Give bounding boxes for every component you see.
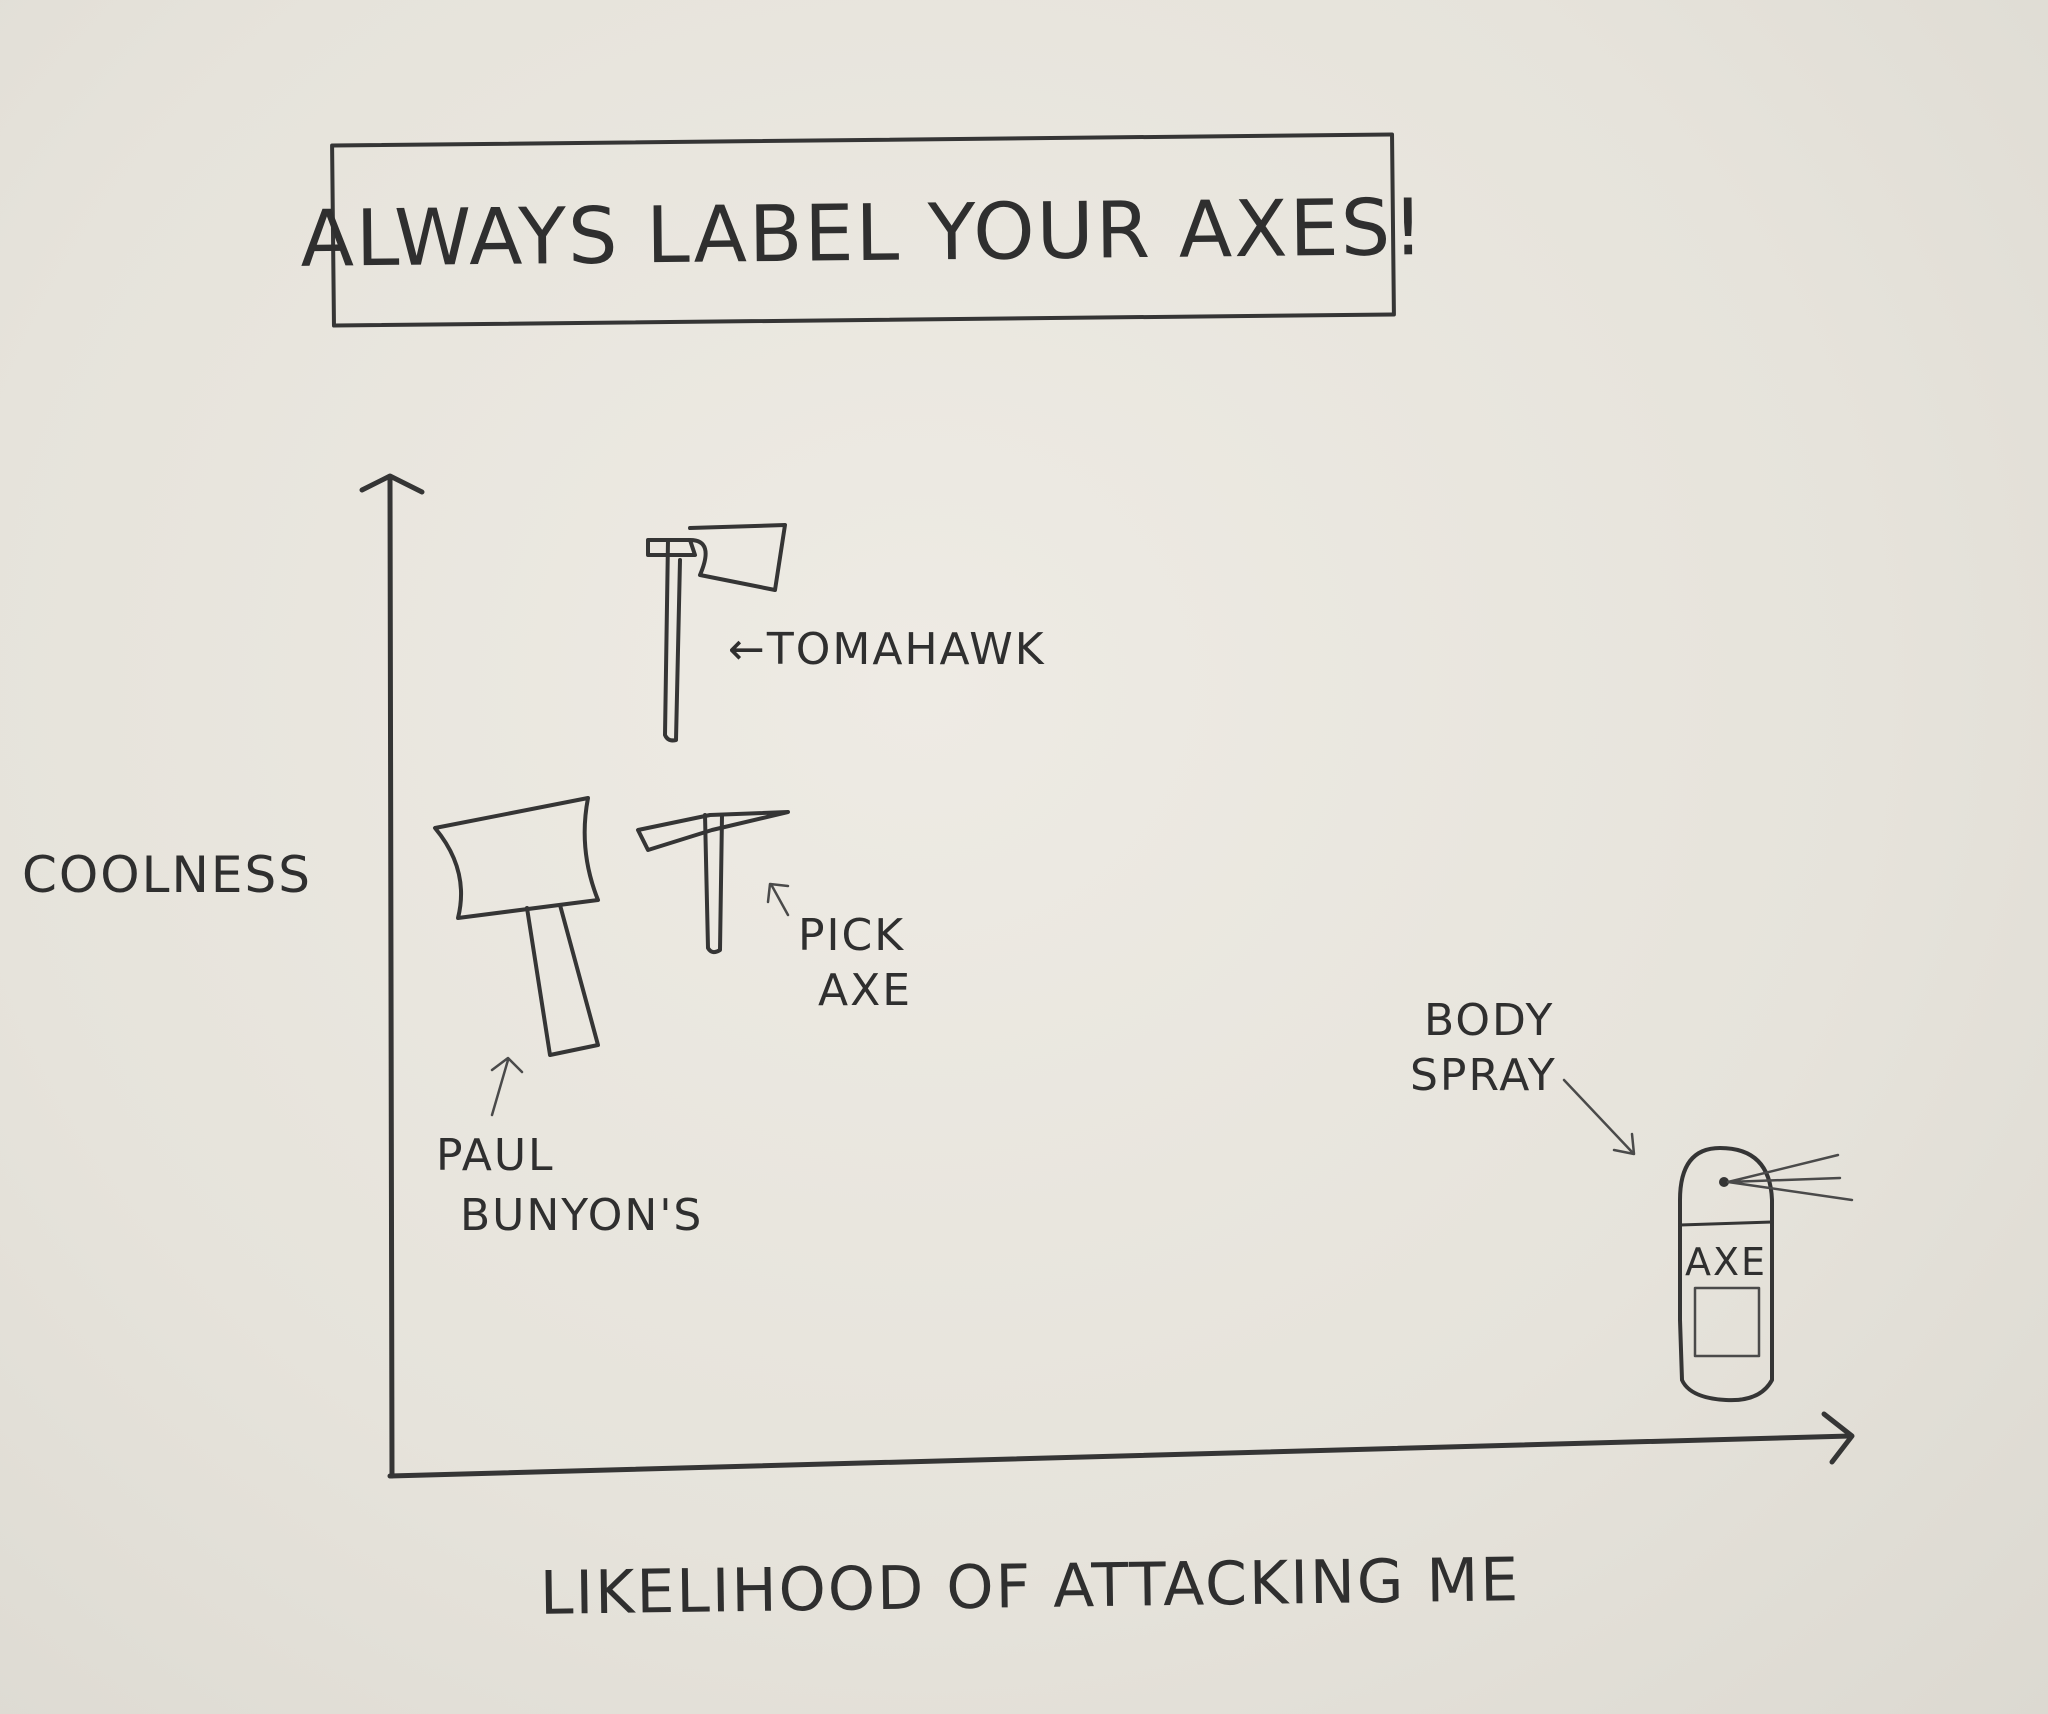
body-spray-label-line2: SPRAY: [1410, 1050, 1557, 1101]
y-axis-label: COOLNESS: [22, 846, 312, 904]
y-axis-line: [387, 477, 395, 1479]
big-axe-icon: [433, 796, 600, 1057]
x-axis-line: [387, 1433, 1853, 1479]
x-axis-arrow: [1821, 1411, 1855, 1465]
paul-bunyon-label-line1: PAUL: [436, 1130, 555, 1181]
title-box: [330, 132, 1396, 328]
x-axis-label: LIKELIHOOD OF ATTACKING ME: [540, 1545, 1521, 1629]
tomahawk-icon: [646, 523, 787, 743]
pick-axe-label-line2: AXE: [818, 965, 912, 1016]
paul-bunyon-label-line2: BUNYON'S: [460, 1190, 703, 1241]
chart-title: ALWAYS LABEL YOUR AXES!: [300, 183, 1426, 285]
spray-can-text: AXE: [1685, 1240, 1767, 1284]
y-axis-arrow: [359, 473, 425, 495]
tomahawk-label: ←TOMAHAWK: [728, 624, 1046, 675]
pick-axe-label-line1: PICK: [798, 910, 905, 961]
spray-can-icon: AXE: [1678, 1146, 1854, 1403]
body-spray-label-line1: BODY: [1424, 995, 1554, 1046]
pick-axe-pointer-arrow: [766, 882, 790, 917]
pick-axe-icon: [636, 810, 790, 955]
body-spray-pointer-arrow: [1562, 1078, 1636, 1156]
paul-bunyon-pointer-arrow: [490, 1056, 524, 1117]
